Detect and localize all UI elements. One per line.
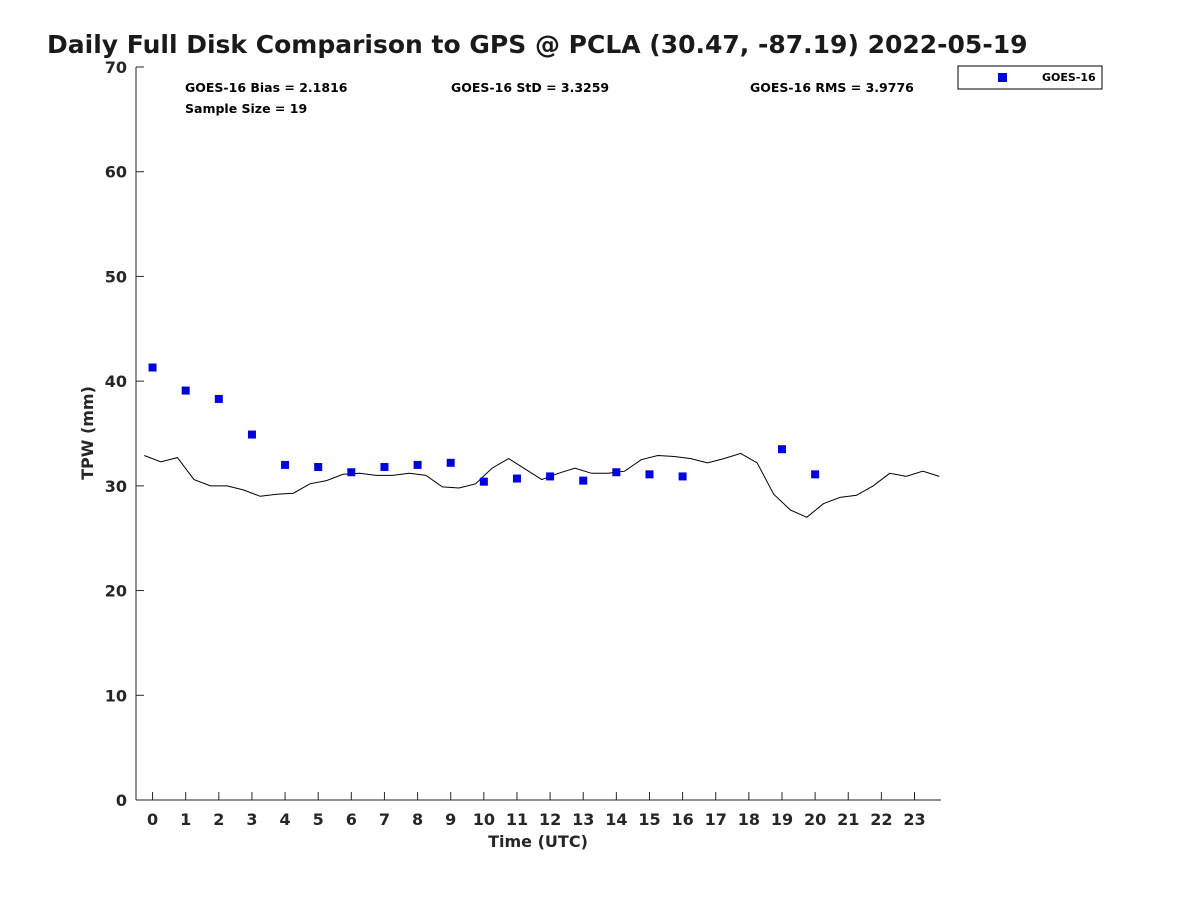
y-tick-label: 60 bbox=[105, 163, 127, 182]
legend-marker bbox=[998, 73, 1007, 82]
legend-label-goes16: GOES-16 bbox=[1042, 71, 1096, 84]
y-tick-label: 0 bbox=[116, 791, 127, 810]
gps-line-group bbox=[144, 452, 940, 518]
y-tick-label: 70 bbox=[105, 58, 127, 77]
x-tick-label: 4 bbox=[280, 810, 291, 829]
legend-box bbox=[957, 65, 1103, 90]
x-tick-label: 2 bbox=[213, 810, 224, 829]
rms-stat: GOES-16 RMS = 3.9776 bbox=[750, 80, 914, 95]
y-tick-label: 40 bbox=[105, 372, 127, 391]
chart-title: Daily Full Disk Comparison to GPS @ PCLA… bbox=[47, 30, 1028, 59]
goes16-point bbox=[148, 363, 157, 372]
x-tick-label: 6 bbox=[346, 810, 357, 829]
x-tick-label: 23 bbox=[903, 810, 925, 829]
x-tick-label: 20 bbox=[804, 810, 826, 829]
x-tick-label: 1 bbox=[180, 810, 191, 829]
x-ticks: 0 1 2 3 4 5 6 7 8 9 10 11 12 13 14 15 16 17 18 19 20 21 22 23 bbox=[147, 792, 926, 829]
goes16-point bbox=[380, 463, 389, 472]
x-tick-label: 13 bbox=[572, 810, 594, 829]
goes16-point bbox=[546, 472, 555, 481]
x-tick-label: 18 bbox=[738, 810, 760, 829]
x-tick-label: 16 bbox=[671, 810, 693, 829]
sample-size-stat: Sample Size = 19 bbox=[185, 101, 307, 116]
x-tick-label: 0 bbox=[147, 810, 158, 829]
x-tick-label: 3 bbox=[246, 810, 257, 829]
y-axis-label: TPW (mm) bbox=[78, 386, 97, 480]
goes16-point bbox=[512, 474, 521, 483]
x-tick-label: 7 bbox=[379, 810, 390, 829]
goes16-point bbox=[479, 477, 488, 486]
y-tick-label: 10 bbox=[105, 686, 127, 705]
x-tick-label: 9 bbox=[445, 810, 456, 829]
goes16-point bbox=[612, 468, 621, 477]
x-tick-label: 19 bbox=[771, 810, 793, 829]
x-tick-label: 14 bbox=[605, 810, 627, 829]
gps-line bbox=[144, 452, 940, 518]
x-tick-label: 10 bbox=[473, 810, 495, 829]
goes16-point bbox=[678, 472, 687, 481]
goes16-point bbox=[214, 394, 223, 403]
goes16-point bbox=[247, 430, 256, 439]
x-tick-label: 5 bbox=[313, 810, 324, 829]
x-axis-label: Time (UTC) bbox=[488, 832, 588, 851]
goes16-point bbox=[811, 470, 820, 479]
x-tick-label: 11 bbox=[506, 810, 528, 829]
x-tick-label: 15 bbox=[638, 810, 660, 829]
axes bbox=[135, 67, 941, 801]
goes16-point bbox=[579, 476, 588, 485]
legend: GOES-16 bbox=[957, 65, 1103, 90]
goes16-point bbox=[777, 445, 786, 454]
x-tick-label: 22 bbox=[870, 810, 892, 829]
x-tick-label: 21 bbox=[837, 810, 859, 829]
y-tick-label: 30 bbox=[105, 477, 127, 496]
goes16-point bbox=[645, 470, 654, 479]
goes16-point bbox=[281, 460, 290, 469]
goes16-point bbox=[413, 460, 422, 469]
goes16-point bbox=[347, 468, 356, 477]
x-tick-label: 8 bbox=[412, 810, 423, 829]
std-stat: GOES-16 StD = 3.3259 bbox=[451, 80, 609, 95]
x-tick-label: 17 bbox=[705, 810, 727, 829]
y-tick-label: 50 bbox=[105, 267, 127, 286]
bias-stat: GOES-16 Bias = 2.1816 bbox=[185, 80, 348, 95]
y-tick-label: 20 bbox=[105, 582, 127, 601]
goes16-point bbox=[314, 463, 323, 472]
goes16-points bbox=[148, 363, 820, 486]
goes16-point bbox=[446, 458, 455, 467]
goes16-point bbox=[181, 386, 190, 395]
x-tick-label: 12 bbox=[539, 810, 561, 829]
y-ticks: 0 10 20 30 40 50 60 70 bbox=[105, 58, 144, 810]
